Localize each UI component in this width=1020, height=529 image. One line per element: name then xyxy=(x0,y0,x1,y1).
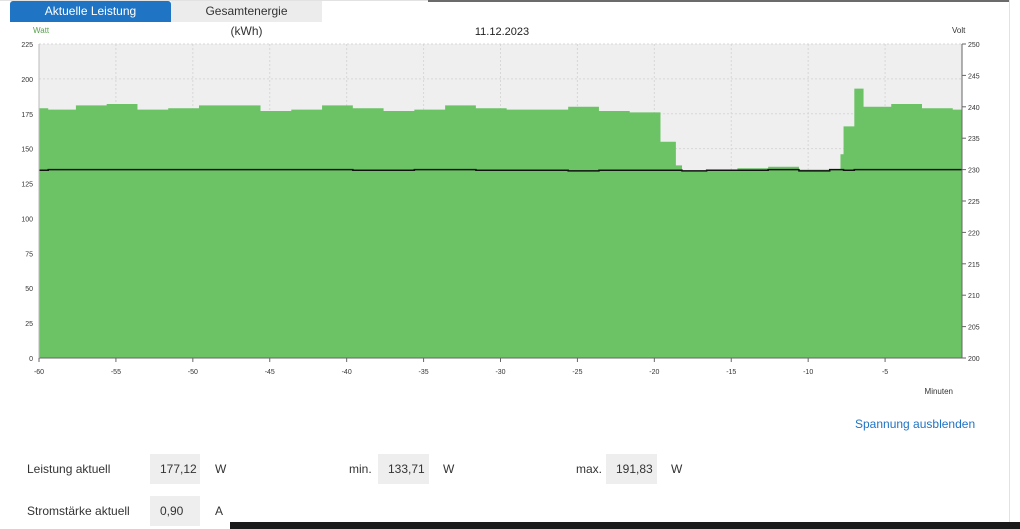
current-label: Stromstärke aktuell xyxy=(27,504,130,518)
x-tick-label: -45 xyxy=(265,369,275,376)
x-tick-label: -60 xyxy=(34,369,44,376)
x-tick-label: -10 xyxy=(803,369,813,376)
tab-total-energy[interactable]: Gesamtenergie (kWh) xyxy=(171,1,322,38)
right-tick-label: 250 xyxy=(968,42,980,49)
max-unit: W xyxy=(671,462,683,476)
left-tick-label: 100 xyxy=(21,216,33,223)
right-tick-label: 225 xyxy=(968,199,980,206)
left-tick-label: 75 xyxy=(25,251,33,258)
right-border xyxy=(1009,0,1010,529)
right-tick-label: 240 xyxy=(968,105,980,112)
left-axis-label: Watt xyxy=(33,26,50,35)
right-tick-label: 245 xyxy=(968,73,980,80)
toggle-voltage-link[interactable]: Spannung ausblenden xyxy=(855,417,976,431)
max-value: 191,83 xyxy=(606,454,657,484)
x-tick-label: -50 xyxy=(188,369,198,376)
right-tick-label: 210 xyxy=(968,293,980,300)
power-label: Leistung aktuell xyxy=(27,462,111,476)
left-tick-label: 200 xyxy=(21,77,33,84)
power-area-series xyxy=(39,88,962,358)
left-tick-label: 150 xyxy=(21,147,33,154)
bottom-edge-bar xyxy=(230,522,1020,529)
voltage-line-series xyxy=(39,168,962,172)
x-axis-label: Minuten xyxy=(925,387,953,396)
min-value: 133,71 xyxy=(378,454,429,484)
left-tick-label: 25 xyxy=(25,321,33,328)
x-tick-label: -20 xyxy=(649,369,659,376)
power-voltage-chart: -60 -55 -50 -45 -40 -35 -30 -25 -20 -15 -10 -502550… xyxy=(21,26,979,396)
left-tick-label: 225 xyxy=(21,42,33,49)
right-tick-label: 205 xyxy=(968,325,980,332)
chart-axes: -60 -55 -50 -45 -40 -35 -30 -25 -20 -15 -10 -502550… xyxy=(21,42,979,376)
left-tick-label: 175 xyxy=(21,112,33,119)
power-unit: W xyxy=(215,462,227,476)
current-value: 0,90 xyxy=(150,496,200,526)
left-tick-label: 125 xyxy=(21,182,33,189)
chart-tabs: Aktuelle Leistung (Watt) Gesamtenergie (… xyxy=(10,1,322,38)
right-tick-label: 235 xyxy=(968,136,980,143)
power-value: 177,12 xyxy=(150,454,200,484)
max-label: max. xyxy=(576,462,603,476)
min-unit: W xyxy=(443,462,455,476)
x-tick-label: -25 xyxy=(572,369,582,376)
min-label: min. xyxy=(349,462,372,476)
current-unit: A xyxy=(215,504,224,518)
right-tick-label: 200 xyxy=(968,356,980,363)
x-tick-label: -35 xyxy=(419,369,429,376)
x-tick-label: -40 xyxy=(342,369,352,376)
x-tick-label: -15 xyxy=(726,369,736,376)
tab-current-power[interactable]: Aktuelle Leistung (Watt) xyxy=(10,1,171,38)
right-tick-label: 220 xyxy=(968,230,980,237)
x-tick-label: -55 xyxy=(111,369,121,376)
top-edge-bar xyxy=(428,0,1010,2)
right-axis-label: Volt xyxy=(952,26,966,35)
x-tick-label: -30 xyxy=(495,369,505,376)
right-tick-label: 215 xyxy=(968,262,980,269)
right-tick-label: 230 xyxy=(968,168,980,175)
x-tick-label: -5 xyxy=(882,369,888,376)
chart-title: 11.12.2023 xyxy=(475,26,529,38)
left-tick-label: 50 xyxy=(25,286,33,293)
left-tick-label: 0 xyxy=(29,356,33,363)
